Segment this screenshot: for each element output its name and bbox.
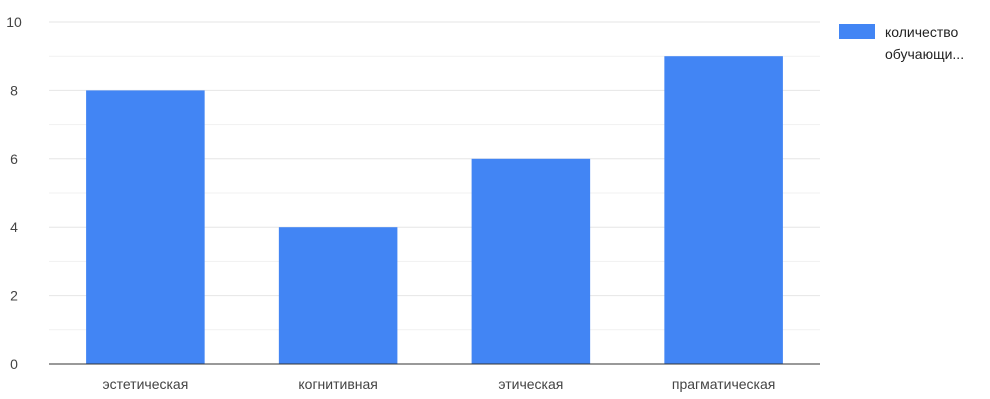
y-tick-label: 6	[10, 151, 18, 167]
y-tick-label: 0	[10, 356, 18, 372]
bar	[664, 56, 783, 364]
bar	[86, 90, 205, 365]
y-tick-label: 2	[10, 288, 18, 304]
x-tick-label: прагматическая	[672, 376, 775, 392]
y-tick-label: 4	[10, 219, 18, 235]
bar	[278, 227, 398, 364]
bar	[471, 158, 591, 364]
y-tick-label: 8	[10, 82, 18, 98]
x-tick-label: когнитивная	[298, 376, 378, 392]
legend-label: обучающи...	[885, 46, 964, 62]
x-tick-label: эстетическая	[102, 376, 188, 392]
y-tick-label: 10	[6, 14, 22, 30]
legend-label: количество	[885, 24, 959, 40]
legend-swatch	[839, 24, 875, 39]
x-tick-label: этическая	[498, 376, 563, 392]
